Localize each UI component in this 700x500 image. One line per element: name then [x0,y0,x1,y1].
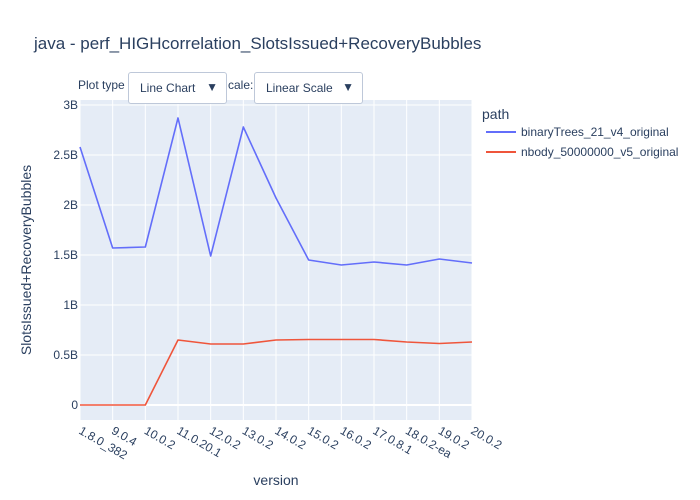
y-tick-label: 0 [71,398,78,412]
series-line-2 [80,338,473,406]
chart-title: java - perf_HIGHcorrelation_SlotsIssued+… [34,34,482,53]
x-tick-label: 13.0.2 [240,423,276,452]
x-tick-label: 20.0.2 [469,423,505,452]
legend-title: path [482,106,509,122]
plot-type-value: Line Chart [140,81,196,95]
scale-label: cale: [228,78,254,92]
y-tick-label: 0.5B [53,348,78,362]
y-tick-label: 1.5B [53,248,78,262]
scale-value: Linear Scale [266,81,333,95]
chevron-down-icon: ▼ [206,80,218,94]
legend-label: binaryTrees_21_v4_original [521,125,669,139]
plot-type-dropdown[interactable]: Line Chart ▼ [128,72,227,104]
y-tick-label: 3B [63,98,78,112]
y-axis-title: SlotsIssued+RecoveryBubbles [18,165,34,355]
plot-type-label: Plot type [78,78,125,92]
y-tick-label: 2B [63,198,78,212]
y-tick-label: 2.5B [53,148,78,162]
scale-dropdown[interactable]: Linear Scale ▼ [254,72,363,104]
x-tick-label: 16.0.2 [338,423,374,452]
series-line-1 [79,117,473,266]
legend-label: nbody_50000000_v5_original [521,145,678,159]
x-tick-label: 14.0.2 [273,423,309,452]
y-tick-label: 1B [63,298,78,312]
chevron-down-icon: ▼ [342,80,354,94]
x-tick-label: 10.0.2 [142,423,178,452]
x-axis-title: version [253,472,298,488]
x-tick-label: 15.0.2 [305,423,341,452]
